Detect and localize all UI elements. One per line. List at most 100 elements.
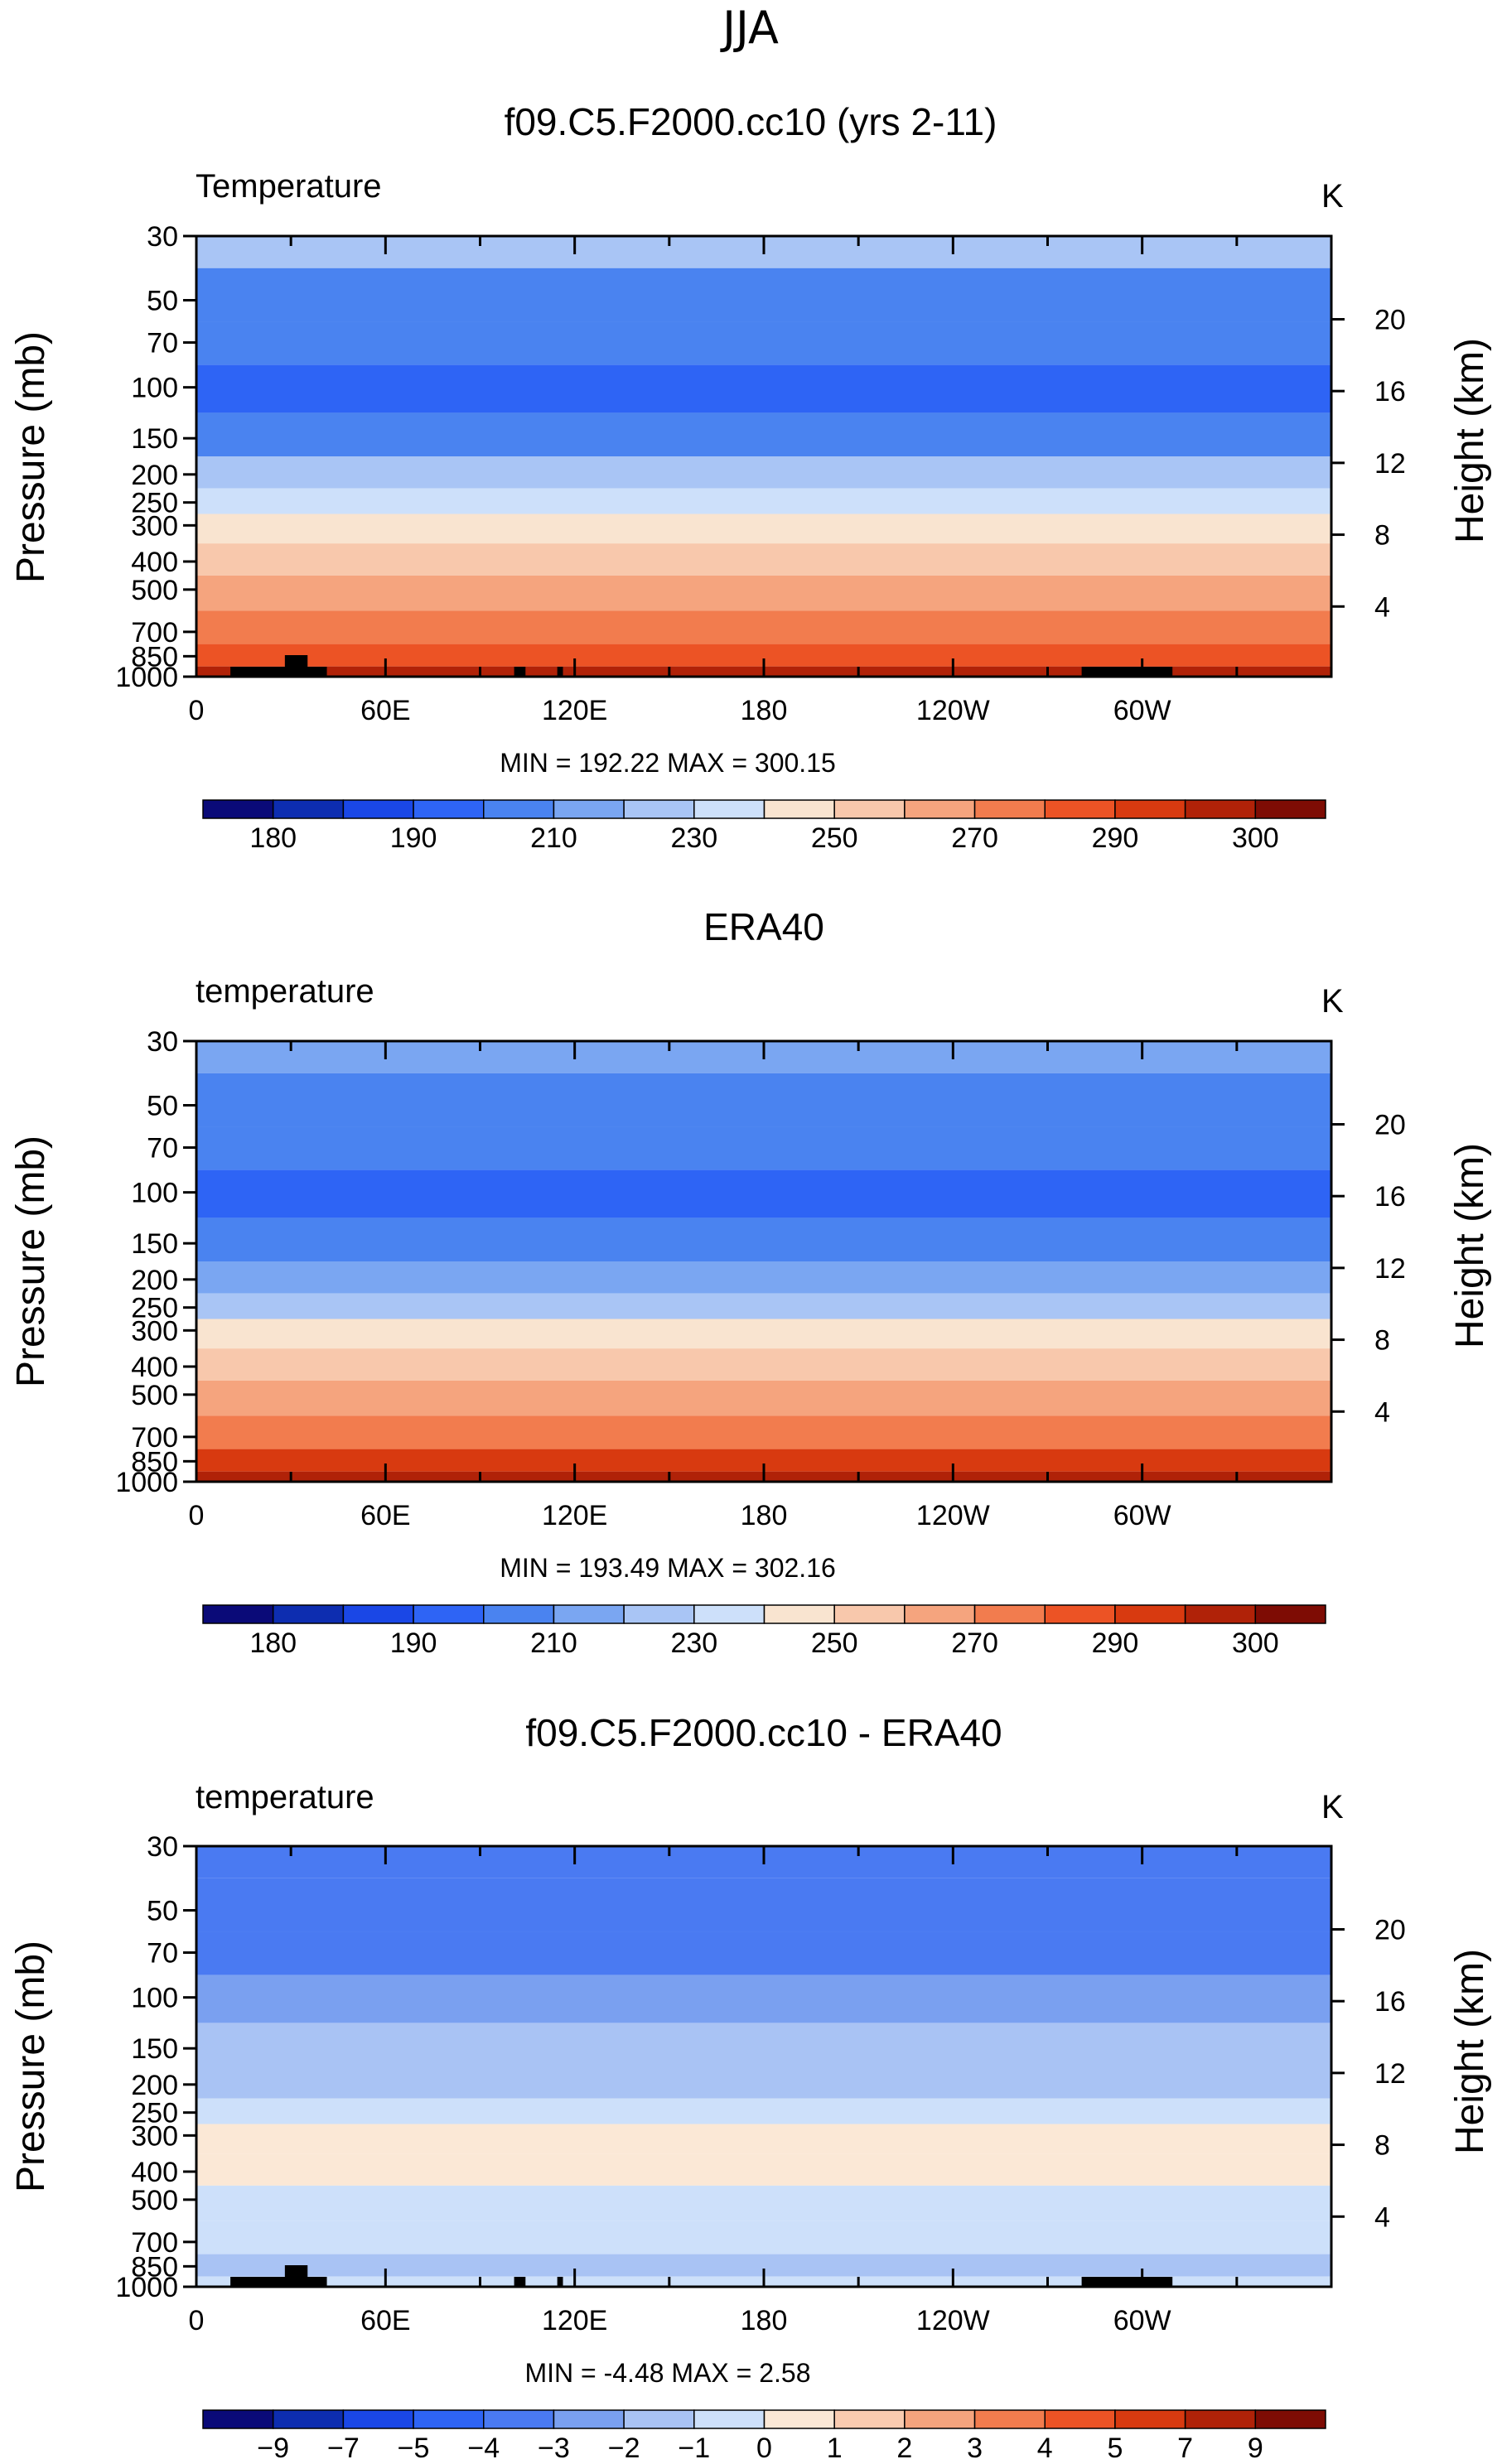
colorbar-label: 250 xyxy=(811,1627,858,1659)
contour-band xyxy=(196,268,1331,322)
field-label: temperature xyxy=(196,973,374,1010)
colorbar-swatch xyxy=(1114,1604,1186,1624)
topography-block xyxy=(557,667,563,677)
colorbar-label: 290 xyxy=(1092,822,1139,854)
y-tick-label: 30 xyxy=(147,221,178,253)
colorbar-swatch xyxy=(342,1604,414,1624)
y2-tick-label: 4 xyxy=(1374,1396,1390,1428)
colorbar-label: 2 xyxy=(896,2433,912,2464)
colorbar-swatch xyxy=(202,1604,274,1624)
x-tick-label: 60W xyxy=(1113,695,1171,726)
topography-block xyxy=(514,2277,526,2287)
colorbar-label: 290 xyxy=(1092,1627,1139,1659)
y-tick-label: 500 xyxy=(131,1380,178,1411)
y-tick-label: 100 xyxy=(131,1983,178,2014)
y2-tick-label: 20 xyxy=(1374,1914,1406,1946)
panel-model: f09.C5.F2000.cc10 (yrs 2-11) Temperature… xyxy=(9,100,1492,854)
x-tick-label: 60W xyxy=(1113,1500,1171,1531)
colorbar-swatch xyxy=(904,2409,976,2429)
colorbar-label: 230 xyxy=(670,822,717,854)
colorbar-swatch xyxy=(1044,799,1116,819)
y-tick-label: 700 xyxy=(131,617,178,649)
colorbar-label: 230 xyxy=(670,1627,717,1659)
colorbar-label: 180 xyxy=(249,1627,297,1659)
panel-title: f09.C5.F2000.cc10 (yrs 2-11) xyxy=(505,100,997,143)
colorbar-label: 190 xyxy=(390,1627,437,1659)
y2-tick-label: 4 xyxy=(1374,591,1390,623)
units-label: K xyxy=(1321,1789,1344,1825)
colorbar-swatch xyxy=(553,2409,625,2429)
colorbar-swatch xyxy=(904,799,976,819)
y-tick-label: 400 xyxy=(131,547,178,578)
y-tick-label: 700 xyxy=(131,2227,178,2259)
x-tick-label: 0 xyxy=(189,2305,205,2336)
x-tick-label: 0 xyxy=(189,695,205,726)
colorbar-swatch xyxy=(763,1604,835,1624)
x-tick-label: 120E xyxy=(542,2305,607,2336)
x-tick-label: 180 xyxy=(741,2305,788,2336)
y2-tick-label: 16 xyxy=(1374,376,1406,407)
colorbar-swatch xyxy=(904,1604,976,1624)
contour-band xyxy=(196,1169,1331,1218)
colorbar-label: 210 xyxy=(530,822,577,854)
y-tick-label: 30 xyxy=(147,1026,178,1058)
contour-band xyxy=(196,412,1331,456)
contour-band xyxy=(196,1218,1331,1261)
colorbar-swatch xyxy=(973,1604,1046,1624)
x-tick-label: 120W xyxy=(916,1500,990,1531)
colorbar-swatch xyxy=(202,2409,274,2429)
colorbar-swatch xyxy=(413,799,485,819)
colorbar-swatch xyxy=(413,1604,485,1624)
colorbar-swatch xyxy=(272,799,345,819)
colorbar-swatch xyxy=(623,799,695,819)
y-tick-label: 30 xyxy=(147,1831,178,1863)
field-label: Temperature xyxy=(196,168,382,205)
colorbar-swatch xyxy=(763,799,835,819)
y-tick-label: 70 xyxy=(147,1938,178,1970)
x-tick-label: 180 xyxy=(741,695,788,726)
y-tick-label: 200 xyxy=(131,1265,178,1296)
contour-band xyxy=(196,2023,1331,2066)
panel-difference: f09.C5.F2000.cc10 - ERA40 temperature K … xyxy=(9,1711,1492,2464)
y-tick-label: 1000 xyxy=(115,2272,178,2303)
colorbar-label: −3 xyxy=(538,2433,570,2464)
colorbar-swatch xyxy=(342,2409,414,2429)
contour-band xyxy=(196,1126,1331,1170)
colorbar-swatch xyxy=(483,2409,555,2429)
y2-tick-label: 8 xyxy=(1374,2130,1390,2162)
colorbar-swatch xyxy=(1184,1604,1257,1624)
colorbar-swatch xyxy=(553,1604,625,1624)
y-tick-label: 700 xyxy=(131,1422,178,1454)
colorbar-swatch xyxy=(483,1604,555,1624)
topography-block xyxy=(1081,2277,1173,2287)
x-tick-label: 120W xyxy=(916,2305,990,2336)
colorbar-label: 7 xyxy=(1177,2433,1193,2464)
y-tick-label: 70 xyxy=(147,328,178,359)
colorbar-label: −4 xyxy=(467,2433,500,2464)
units-label: K xyxy=(1321,983,1344,1020)
x-tick-label: 60E xyxy=(360,695,411,726)
contour-band xyxy=(196,1415,1331,1449)
colorbar-label: 300 xyxy=(1232,822,1279,854)
contour-band xyxy=(196,364,1331,413)
topography-block xyxy=(514,667,526,677)
y-tick-label: 50 xyxy=(147,1091,178,1122)
colorbar-swatch xyxy=(272,1604,345,1624)
colorbar-label: 4 xyxy=(1037,2433,1053,2464)
y2-tick-label: 8 xyxy=(1374,520,1390,552)
colorbar-label: −2 xyxy=(608,2433,640,2464)
contour-band xyxy=(196,2066,1331,2099)
y-tick-label: 100 xyxy=(131,1178,178,1209)
contour-band xyxy=(196,321,1331,365)
topography-block xyxy=(230,2277,327,2287)
y2-tick-label: 16 xyxy=(1374,1986,1406,2018)
x-tick-label: 120E xyxy=(542,1500,607,1531)
colorbar-swatch xyxy=(833,799,906,819)
y-tick-label: 1000 xyxy=(115,1467,178,1498)
y2-tick-label: 20 xyxy=(1374,304,1406,335)
colorbar-swatch xyxy=(1114,799,1186,819)
colorbar-swatch xyxy=(553,799,625,819)
y-tick-label: 250 xyxy=(131,488,178,519)
colorbar-label: −7 xyxy=(327,2433,360,2464)
